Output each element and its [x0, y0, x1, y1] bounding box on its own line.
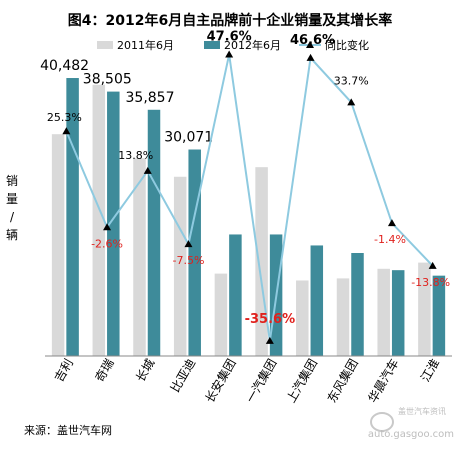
- y-label-char-3: 辆: [6, 228, 18, 242]
- x-tick-label-8: 华晨汽车: [365, 356, 402, 405]
- watermark-logo-mark: [370, 412, 394, 432]
- legend-label-2011: 2011年6月: [117, 38, 174, 52]
- bar-2011-5: [255, 167, 268, 356]
- bar-2011-4: [214, 273, 228, 356]
- watermark-text-url: auto.gasgoo.com: [368, 429, 454, 440]
- growth-label-5: -35.6%: [245, 312, 296, 327]
- growth-marker-2: [143, 166, 152, 174]
- growth-label-9: -13.8%: [411, 276, 450, 289]
- growth-line-series: [62, 50, 437, 344]
- bar-value-label-3: 30,071: [164, 130, 213, 146]
- growth-label-1: -2.6%: [91, 237, 123, 250]
- bar-2011-6: [296, 280, 309, 356]
- legend-marker-growth: [306, 41, 314, 48]
- bar-2011-0: [51, 134, 65, 356]
- bar-2012-4: [229, 234, 242, 356]
- bar-series: [51, 78, 446, 357]
- growth-label-7: 33.7%: [334, 74, 369, 87]
- growth-marker-9: [428, 261, 437, 269]
- bar-2011-1: [92, 84, 106, 357]
- growth-marker-6: [306, 53, 315, 61]
- bar-2012-3: [188, 149, 201, 356]
- growth-label-4: 47.6%: [207, 29, 252, 44]
- y-label-char-0: 销: [6, 174, 18, 188]
- bar-value-label-0: 40,482: [40, 58, 89, 74]
- legend-label-2012: 2012年6月: [224, 38, 281, 52]
- x-axis-tick-labels: 吉利 奇瑞 长城 比亚迪 长安集团 一汽集团 上汽集团 东风集团 华晨汽车 江淮: [52, 356, 442, 405]
- bar-value-label-2: 35,857: [126, 90, 175, 106]
- growth-marker-1: [103, 223, 112, 231]
- x-tick-label-7: 东风集团: [324, 356, 361, 405]
- bar-2012-1: [107, 91, 120, 356]
- growth-marker-5: [265, 336, 274, 344]
- watermark-logo: 盖世汽车资讯 auto.gasgoo.com: [368, 406, 454, 440]
- bar-value-label-1: 38,505: [83, 72, 132, 88]
- x-tick-label-5: 一汽集团: [242, 356, 279, 405]
- growth-label-2: 13.8%: [118, 149, 153, 162]
- bar-2012-6: [310, 245, 324, 356]
- growth-marker-7: [347, 98, 356, 106]
- x-tick-label-3: 比亚迪: [168, 357, 198, 395]
- growth-marker-8: [387, 219, 396, 227]
- chart-title: 图4：2012年6月自主品牌前十企业销量及其增长率: [68, 12, 392, 29]
- bar-2011-8: [377, 268, 390, 356]
- legend-label-growth: 同比变化: [325, 38, 369, 52]
- y-label-char-2: /: [10, 210, 15, 224]
- bar-2011-9: [418, 262, 431, 356]
- bar-2012-2: [147, 109, 161, 356]
- growth-line: [65, 54, 434, 341]
- growth-label-8: -1.4%: [374, 233, 406, 246]
- x-tick-label-4: 长安集团: [202, 356, 239, 405]
- bar-2012-7: [351, 253, 364, 356]
- x-tick-label-0: 吉利: [52, 357, 76, 385]
- source-note: 来源：盖世汽车网: [24, 423, 112, 437]
- watermark-text-cn: 盖世汽车资讯: [398, 406, 446, 416]
- x-tick-label-6: 上汽集团: [283, 356, 320, 405]
- bar-2011-7: [336, 278, 350, 356]
- bar-2012-0: [66, 78, 79, 357]
- chart-legend: 2011年6月 2012年6月 同比变化: [97, 38, 369, 52]
- y-label-char-1: 量: [6, 192, 18, 206]
- legend-swatch-2012: [204, 41, 220, 49]
- bar-2012-8: [391, 270, 405, 356]
- growth-marker-4: [225, 50, 234, 58]
- growth-label-0: 25.3%: [47, 111, 82, 124]
- x-tick-label-9: 江淮: [418, 357, 442, 385]
- growth-label-3: -7.5%: [172, 254, 204, 267]
- y-axis-label: 销量 / 辆: [6, 174, 18, 242]
- growth-marker-0: [62, 127, 71, 135]
- bar-2011-2: [133, 158, 146, 356]
- growth-marker-3: [184, 240, 193, 248]
- x-tick-label-1: 奇瑞: [93, 357, 117, 385]
- x-tick-label-2: 长城: [133, 357, 157, 385]
- growth-value-labels: 25.3% -2.6% 13.8% -7.5% 47.6% -35.6% 46.6% 33.7…: [47, 29, 450, 326]
- legend-swatch-2011: [97, 41, 113, 49]
- growth-label-6: 46.6%: [290, 33, 335, 48]
- bar-2012-9: [432, 275, 446, 356]
